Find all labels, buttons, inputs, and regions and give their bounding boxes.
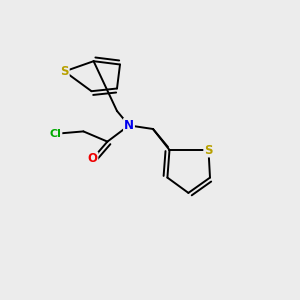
Text: Cl: Cl (50, 129, 61, 139)
Text: O: O (87, 152, 98, 166)
Text: S: S (60, 65, 69, 78)
Text: N: N (124, 119, 134, 132)
Text: S: S (204, 143, 213, 157)
